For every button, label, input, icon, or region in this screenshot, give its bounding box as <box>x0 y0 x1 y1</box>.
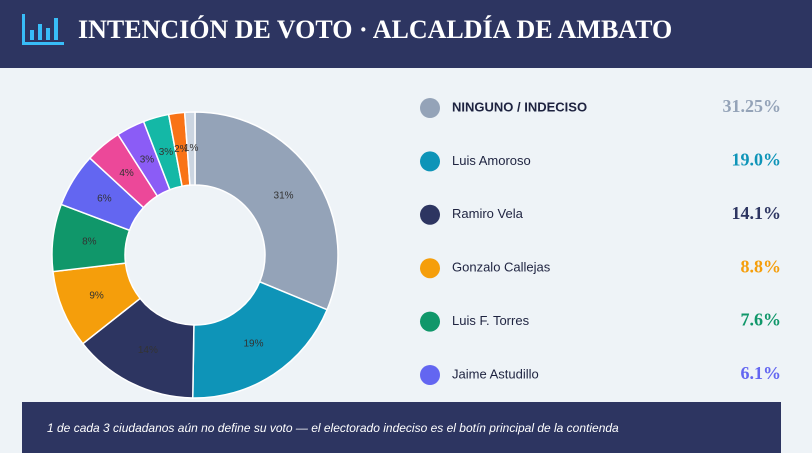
legend-value: 14.1% <box>732 203 782 223</box>
legend-value: 19.0% <box>732 150 782 170</box>
header-icon <box>22 14 64 45</box>
slice <box>191 280 329 399</box>
legend-value: 8.8% <box>741 256 782 276</box>
donut: 31%19%14%9%8%6%4%3%3% 2%1% <box>51 111 339 399</box>
legend-label: Luis Amoroso <box>452 153 531 168</box>
legend-value: 31.25% <box>723 96 782 116</box>
slice-label: 2% <box>174 144 189 155</box>
legend-value: 6.1% <box>741 363 782 383</box>
legend-marker <box>420 98 440 118</box>
legend-label: Gonzalo Callejas <box>452 260 551 275</box>
legend-label: NINGUNO / INDECISO <box>452 99 587 114</box>
slice-label: 3% <box>159 147 174 158</box>
slice-label: 1% <box>184 143 199 154</box>
legend-label: Luis F. Torres <box>452 313 530 328</box>
legend-marker <box>420 151 440 172</box>
slice-label: 3% <box>140 155 155 166</box>
slice-label: 14% <box>138 345 158 356</box>
slice-label: 19% <box>243 339 263 350</box>
slice-label: 9% <box>89 290 104 301</box>
slice-label: 6% <box>97 194 112 205</box>
slice <box>183 111 196 186</box>
legend-label: Jaime Astudillo <box>452 366 539 381</box>
legend-value: 7.6% <box>741 310 782 330</box>
slice-label: 4% <box>119 168 134 179</box>
legend-label: Ramiro Vela <box>452 206 524 221</box>
slice-label: 31% <box>274 190 294 201</box>
legend-marker <box>420 258 440 279</box>
legend: NINGUNO / INDECISO 31.25% Luis Amoroso 19.0… <box>420 96 781 385</box>
legend-marker <box>420 311 440 332</box>
footer-note: 1 de cada 3 ciudadanos aún no define su … <box>47 421 619 435</box>
slice-label: 8% <box>82 237 97 248</box>
title: INTENCIÓN DE VOTO · ALCALDÍA DE AMBATO <box>78 15 672 44</box>
legend-marker <box>420 204 440 225</box>
legend-marker <box>420 365 440 385</box>
footer <box>22 402 781 453</box>
slice <box>194 111 339 311</box>
header <box>0 0 812 68</box>
